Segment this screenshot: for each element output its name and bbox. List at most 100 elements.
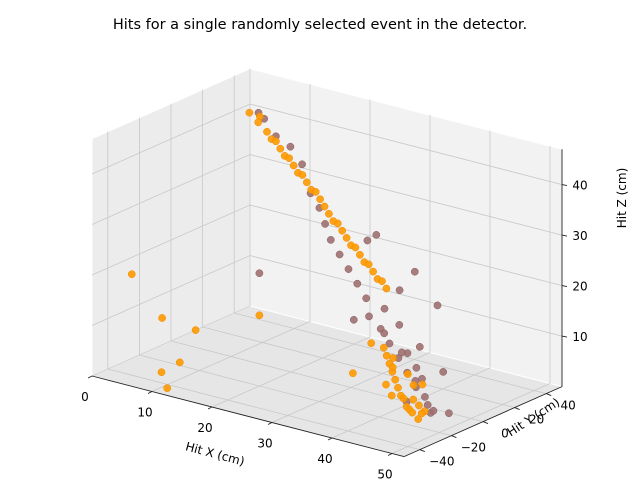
z-tick-label: 30 (572, 229, 587, 243)
y-tick-label: 0 (501, 427, 509, 441)
x-tick-mark (387, 453, 393, 456)
x-tick-label: 20 (197, 421, 212, 435)
z-tick-mark (561, 184, 568, 187)
data-point (395, 286, 404, 295)
gridline-x (331, 130, 491, 439)
gridline-x (391, 146, 551, 454)
y-tick-mark (419, 449, 425, 453)
data-point (409, 381, 418, 389)
y-tick-mark (514, 407, 520, 411)
data-point (372, 231, 381, 239)
data-point (362, 294, 371, 303)
data-point (158, 314, 166, 322)
data-point (157, 368, 166, 377)
data-point (349, 315, 358, 324)
data-point (445, 409, 453, 418)
data-point (276, 144, 285, 153)
data-point (418, 380, 427, 389)
data-point (415, 401, 423, 410)
y-tick-mark (546, 393, 552, 397)
data-point (191, 326, 200, 334)
x-tick-label: 50 (377, 468, 392, 480)
data-point (302, 178, 311, 187)
data-point (254, 118, 263, 127)
data-point (351, 243, 360, 252)
data-point (175, 358, 184, 367)
data-point (326, 236, 335, 244)
data-point (410, 267, 419, 276)
data-point (397, 348, 406, 357)
data-point (378, 277, 386, 286)
gridline-x (91, 68, 251, 377)
y-tick-label: −20 (461, 441, 486, 455)
data-point (316, 195, 324, 204)
z-tick-label: 10 (572, 330, 587, 344)
data-point (255, 269, 264, 278)
tick-labels: 0 10 20 30 40 50 −40 −20 0 20 40 10 20 30 40 (81, 179, 587, 480)
gridline-y (138, 117, 452, 436)
y-tick-label: 20 (529, 413, 544, 427)
x-tick-label: 30 (257, 437, 272, 451)
data-point (439, 368, 448, 376)
data-point (423, 401, 432, 409)
data-point (385, 339, 394, 348)
data-point (342, 234, 351, 242)
z-tick-mark (561, 335, 568, 338)
gridline-z (91, 204, 563, 286)
x-tick-mark (87, 375, 93, 379)
gridline-x (211, 99, 371, 408)
data-point (356, 250, 364, 259)
data-point (363, 236, 372, 245)
data-point (382, 284, 391, 293)
z-axis-label: Hit Z (cm) (615, 168, 629, 229)
data-point (408, 408, 417, 417)
gridline-x (271, 115, 431, 423)
gridline-y (233, 75, 547, 394)
data-point (412, 363, 421, 372)
chart-title: Hits for a single randomly selected even… (113, 17, 527, 33)
data-point (285, 154, 293, 163)
data-point (333, 219, 342, 228)
data-point (321, 220, 329, 228)
gridline-y (170, 103, 484, 422)
x-tick-label: 0 (81, 390, 89, 404)
data-point (389, 354, 397, 362)
z-tick-mark (561, 234, 568, 237)
data-point (367, 339, 376, 348)
gridline-z (91, 103, 563, 185)
data-point (414, 415, 423, 423)
data-point (338, 226, 347, 235)
data-point (403, 370, 412, 378)
z-tick-label: 20 (572, 280, 587, 294)
data-point (429, 406, 438, 415)
z-tick-label: 40 (572, 179, 587, 193)
data-point (417, 409, 426, 418)
data-point (255, 311, 264, 320)
data-point (394, 383, 402, 392)
data-point (387, 391, 396, 400)
data-point (433, 301, 442, 310)
gridline-z (91, 255, 563, 337)
data-point (380, 329, 389, 338)
gridline-y (202, 89, 515, 408)
x-tick-mark (147, 391, 153, 394)
data-point (127, 270, 136, 279)
data-point (245, 108, 254, 117)
data-point (365, 312, 373, 321)
x-tick-label: 10 (137, 406, 152, 420)
y-tick-label: 40 (561, 399, 576, 413)
data-point (399, 394, 408, 403)
data-point (369, 267, 377, 276)
data-point (286, 142, 295, 151)
data-point (364, 260, 373, 269)
data-point (311, 188, 320, 196)
gridline-y (107, 131, 420, 450)
gridline-z (91, 154, 563, 236)
data-point (379, 343, 388, 352)
x-axis-line (91, 375, 405, 458)
x-tick-label: 40 (317, 452, 332, 466)
data-point (391, 375, 400, 384)
data-point (289, 161, 298, 170)
